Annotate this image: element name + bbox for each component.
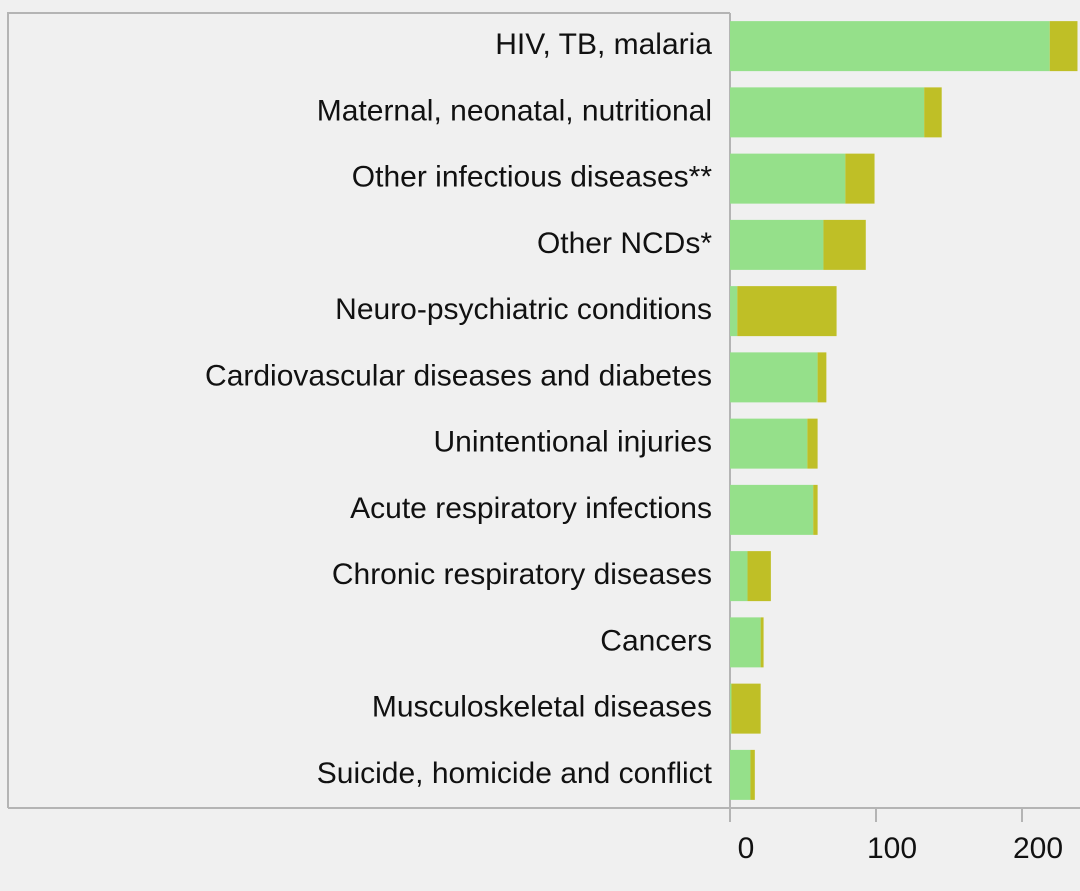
x-tick-label: 0 (738, 832, 755, 865)
bar-segment (730, 551, 748, 602)
bar-segment (730, 21, 1050, 72)
y-tick-label: Other infectious diseases** (352, 161, 713, 194)
bar-segment (730, 153, 846, 204)
bar-segment (730, 219, 824, 270)
y-tick-label: Neuro-psychiatric conditions (335, 293, 712, 326)
bar-segment (730, 286, 738, 337)
bar-segment (760, 617, 764, 668)
bar-segment (813, 484, 818, 535)
x-tick-label: 200 (1013, 832, 1063, 865)
y-tick-label: Chronic respiratory diseases (332, 558, 712, 591)
bar-segment (737, 286, 837, 337)
bar-segment (730, 484, 814, 535)
y-tick-label: Cardiovascular diseases and diabetes (205, 359, 712, 392)
bar-segment (730, 749, 751, 800)
bar-segment (823, 219, 866, 270)
bar-segment (845, 153, 875, 204)
bar-segment (807, 418, 818, 469)
y-tick-label: Acute respiratory infections (350, 492, 712, 525)
bar-segment (730, 418, 808, 469)
frame (7, 12, 730, 808)
y-tick-label: Other NCDs* (537, 227, 712, 260)
x-tick-label: 100 (867, 832, 917, 865)
bar-segment (730, 352, 818, 403)
bar-segment (731, 683, 761, 734)
y-tick-label: Unintentional injuries (434, 426, 713, 459)
bar-segment (730, 87, 925, 138)
y-tick-label: Maternal, neonatal, nutritional (317, 94, 712, 127)
bar-segment (747, 551, 771, 602)
y-tick-label: Suicide, homicide and conflict (317, 757, 713, 790)
bar-segment (730, 683, 732, 734)
bar-segment (1049, 21, 1078, 72)
y-tick-label: Cancers (600, 624, 712, 657)
y-tick-label: Musculoskeletal diseases (372, 691, 712, 724)
bar-segment (750, 749, 755, 800)
y-tick-label: HIV, TB, malaria (495, 28, 712, 61)
bar-segment (730, 617, 761, 668)
bar-segment (817, 352, 827, 403)
bar-segment (924, 87, 942, 138)
